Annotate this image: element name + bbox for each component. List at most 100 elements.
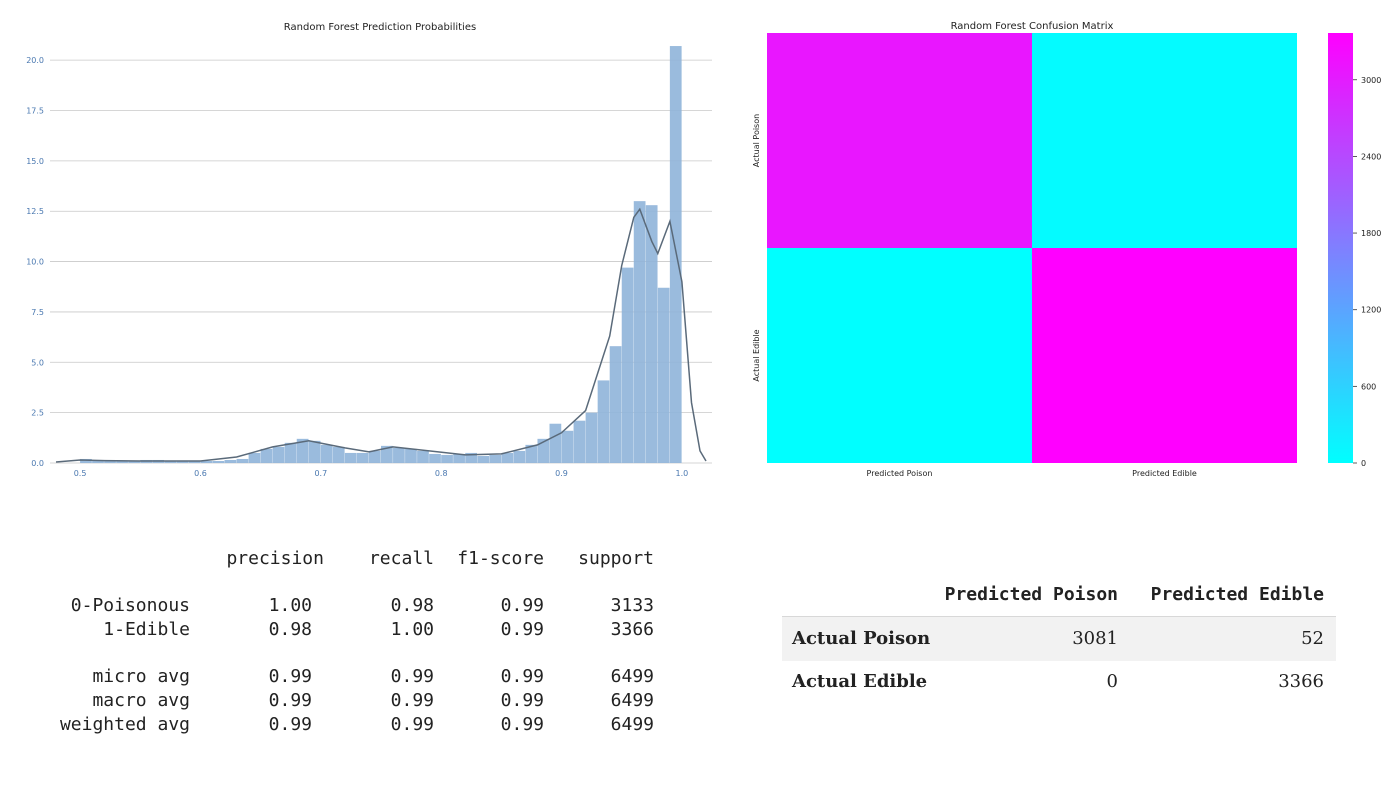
colorbar	[1328, 33, 1353, 463]
colorbar-tick-label: 0	[1361, 459, 1366, 468]
x-tick-label: 0.8	[435, 469, 448, 478]
report-header-support: support	[578, 548, 654, 569]
histogram-bar	[657, 287, 670, 463]
histogram-bar	[549, 423, 562, 463]
cm-table-row: Actual Poison 3081 52	[782, 616, 1336, 661]
histogram-kde-curve	[55, 207, 707, 463]
report-f1-value: 0.99	[500, 595, 544, 616]
histogram-bar	[441, 454, 453, 463]
report-precision-value: 0.98	[268, 619, 312, 640]
histogram-bar	[633, 201, 646, 463]
histogram-bar	[272, 446, 285, 463]
report-row-label: micro avg	[92, 666, 190, 687]
heatmap-cell	[767, 248, 1032, 463]
heatmap-y-label: Actual Edible	[752, 329, 761, 381]
histogram-bar	[393, 447, 405, 463]
histogram-bar	[645, 205, 658, 463]
report-precision-value: 1.00	[268, 595, 312, 616]
report-recall-value: 1.00	[390, 619, 434, 640]
cm-table-cell: 3366	[1278, 671, 1324, 692]
report-row: weighted avg 0.99 0.99 0.99 6499	[40, 714, 680, 738]
report-recall-value: 0.99	[390, 714, 434, 735]
heatmap-x-labels: Predicted Poison Predicted Edible	[867, 469, 1197, 478]
heatmap-y-labels: Actual Poison Actual Edible	[752, 114, 761, 382]
histogram-y-ticks: 0.0 2.5 5.0 7.5 10.0 12.5 15.0 17.5 20.0	[26, 56, 44, 468]
histogram-bar	[248, 452, 261, 463]
cm-table-cell: 52	[1301, 628, 1324, 649]
report-row-label: macro avg	[92, 690, 190, 711]
report-support-value: 3366	[610, 619, 654, 640]
histogram-bar	[573, 420, 586, 463]
colorbar-tick-label: 1200	[1361, 306, 1381, 315]
histogram-bar	[585, 412, 598, 463]
report-support-value: 3133	[610, 595, 654, 616]
report-recall-value: 0.99	[390, 666, 434, 687]
histogram-bar	[465, 452, 477, 463]
histogram-bar	[176, 460, 189, 463]
histogram-bar	[489, 454, 502, 463]
histogram-x-ticks: 0.5 0.6 0.7 0.8 0.9 1.0	[74, 469, 689, 478]
confusion-matrix-table: Predicted Poison Predicted Edible Actual…	[782, 578, 1342, 708]
y-tick-label: 10.0	[26, 258, 44, 267]
cm-table-row: Actual Edible 0 3366	[782, 660, 1336, 704]
histogram-bar	[621, 267, 634, 463]
report-row: 0-Poisonous 1.00 0.98 0.99 3133	[40, 595, 680, 619]
probability-histogram-panel: Random Forest Prediction Probabilities 0…	[0, 0, 730, 500]
heatmap-cell	[1032, 33, 1297, 248]
histogram-bar	[320, 444, 333, 463]
histogram-bar	[116, 460, 128, 463]
x-tick-label: 0.9	[555, 469, 568, 478]
histogram-bars	[80, 46, 682, 464]
report-precision-value: 0.99	[268, 714, 312, 735]
confusion-matrix-chart: Random Forest Confusion Matrix Predicted…	[752, 21, 1381, 478]
histogram-bar	[417, 450, 429, 463]
histogram-bar	[200, 460, 213, 463]
histogram-bar	[224, 459, 237, 463]
histogram-bar	[212, 460, 225, 463]
report-precision-value: 0.99	[268, 690, 312, 711]
heatmap-cell	[767, 33, 1032, 248]
report-header-f1: f1-score	[457, 548, 544, 569]
histogram-bar	[513, 450, 526, 463]
report-row: micro avg 0.99 0.99 0.99 6499	[40, 666, 680, 690]
kde-line	[55, 207, 707, 463]
histogram-bar	[429, 453, 441, 463]
heatmap-x-label: Predicted Edible	[1132, 469, 1197, 478]
y-tick-label: 7.5	[31, 308, 44, 317]
histogram-bar	[477, 455, 490, 463]
colorbar-tick-label: 2400	[1361, 152, 1381, 161]
report-f1-value: 0.99	[500, 714, 544, 735]
report-row-label: 1-Edible	[103, 619, 190, 640]
colorbar-tick-label: 600	[1361, 382, 1376, 391]
histogram-bar	[525, 444, 538, 463]
histogram-bar	[104, 460, 116, 463]
histogram-bar	[332, 446, 345, 463]
cm-table-header-predicted-edible: Predicted Edible	[1150, 584, 1324, 605]
y-tick-label: 15.0	[26, 157, 44, 166]
report-row-label: 0-Poisonous	[70, 595, 190, 616]
cm-table-cell: 0	[1106, 671, 1118, 692]
histogram-bar	[344, 452, 357, 463]
heatmap-cell	[1032, 248, 1297, 463]
cm-table-cell: 3081	[1072, 628, 1118, 649]
heatmap-cells	[767, 33, 1297, 463]
report-precision-value: 0.99	[268, 666, 312, 687]
histogram-bar	[188, 460, 201, 463]
histogram-bar	[308, 440, 321, 463]
histogram-bar	[368, 450, 381, 463]
y-tick-label: 5.0	[31, 358, 44, 367]
x-tick-label: 0.5	[74, 469, 87, 478]
histogram-bar	[609, 346, 622, 463]
report-f1-value: 0.99	[500, 666, 544, 687]
cm-table-row-label: Actual Edible	[792, 671, 928, 692]
x-tick-label: 1.0	[676, 469, 689, 478]
report-header-row: precision recall f1-score support	[40, 548, 680, 572]
histogram-bar	[453, 453, 465, 463]
colorbar-tick-label: 3000	[1361, 76, 1381, 85]
report-row: 1-Edible 0.98 1.00 0.99 3366	[40, 619, 680, 643]
x-tick-label: 0.7	[314, 469, 327, 478]
report-header-precision: precision	[226, 548, 324, 569]
report-support-value: 6499	[610, 714, 654, 735]
histogram-bar	[260, 448, 273, 463]
x-tick-label: 0.6	[194, 469, 207, 478]
